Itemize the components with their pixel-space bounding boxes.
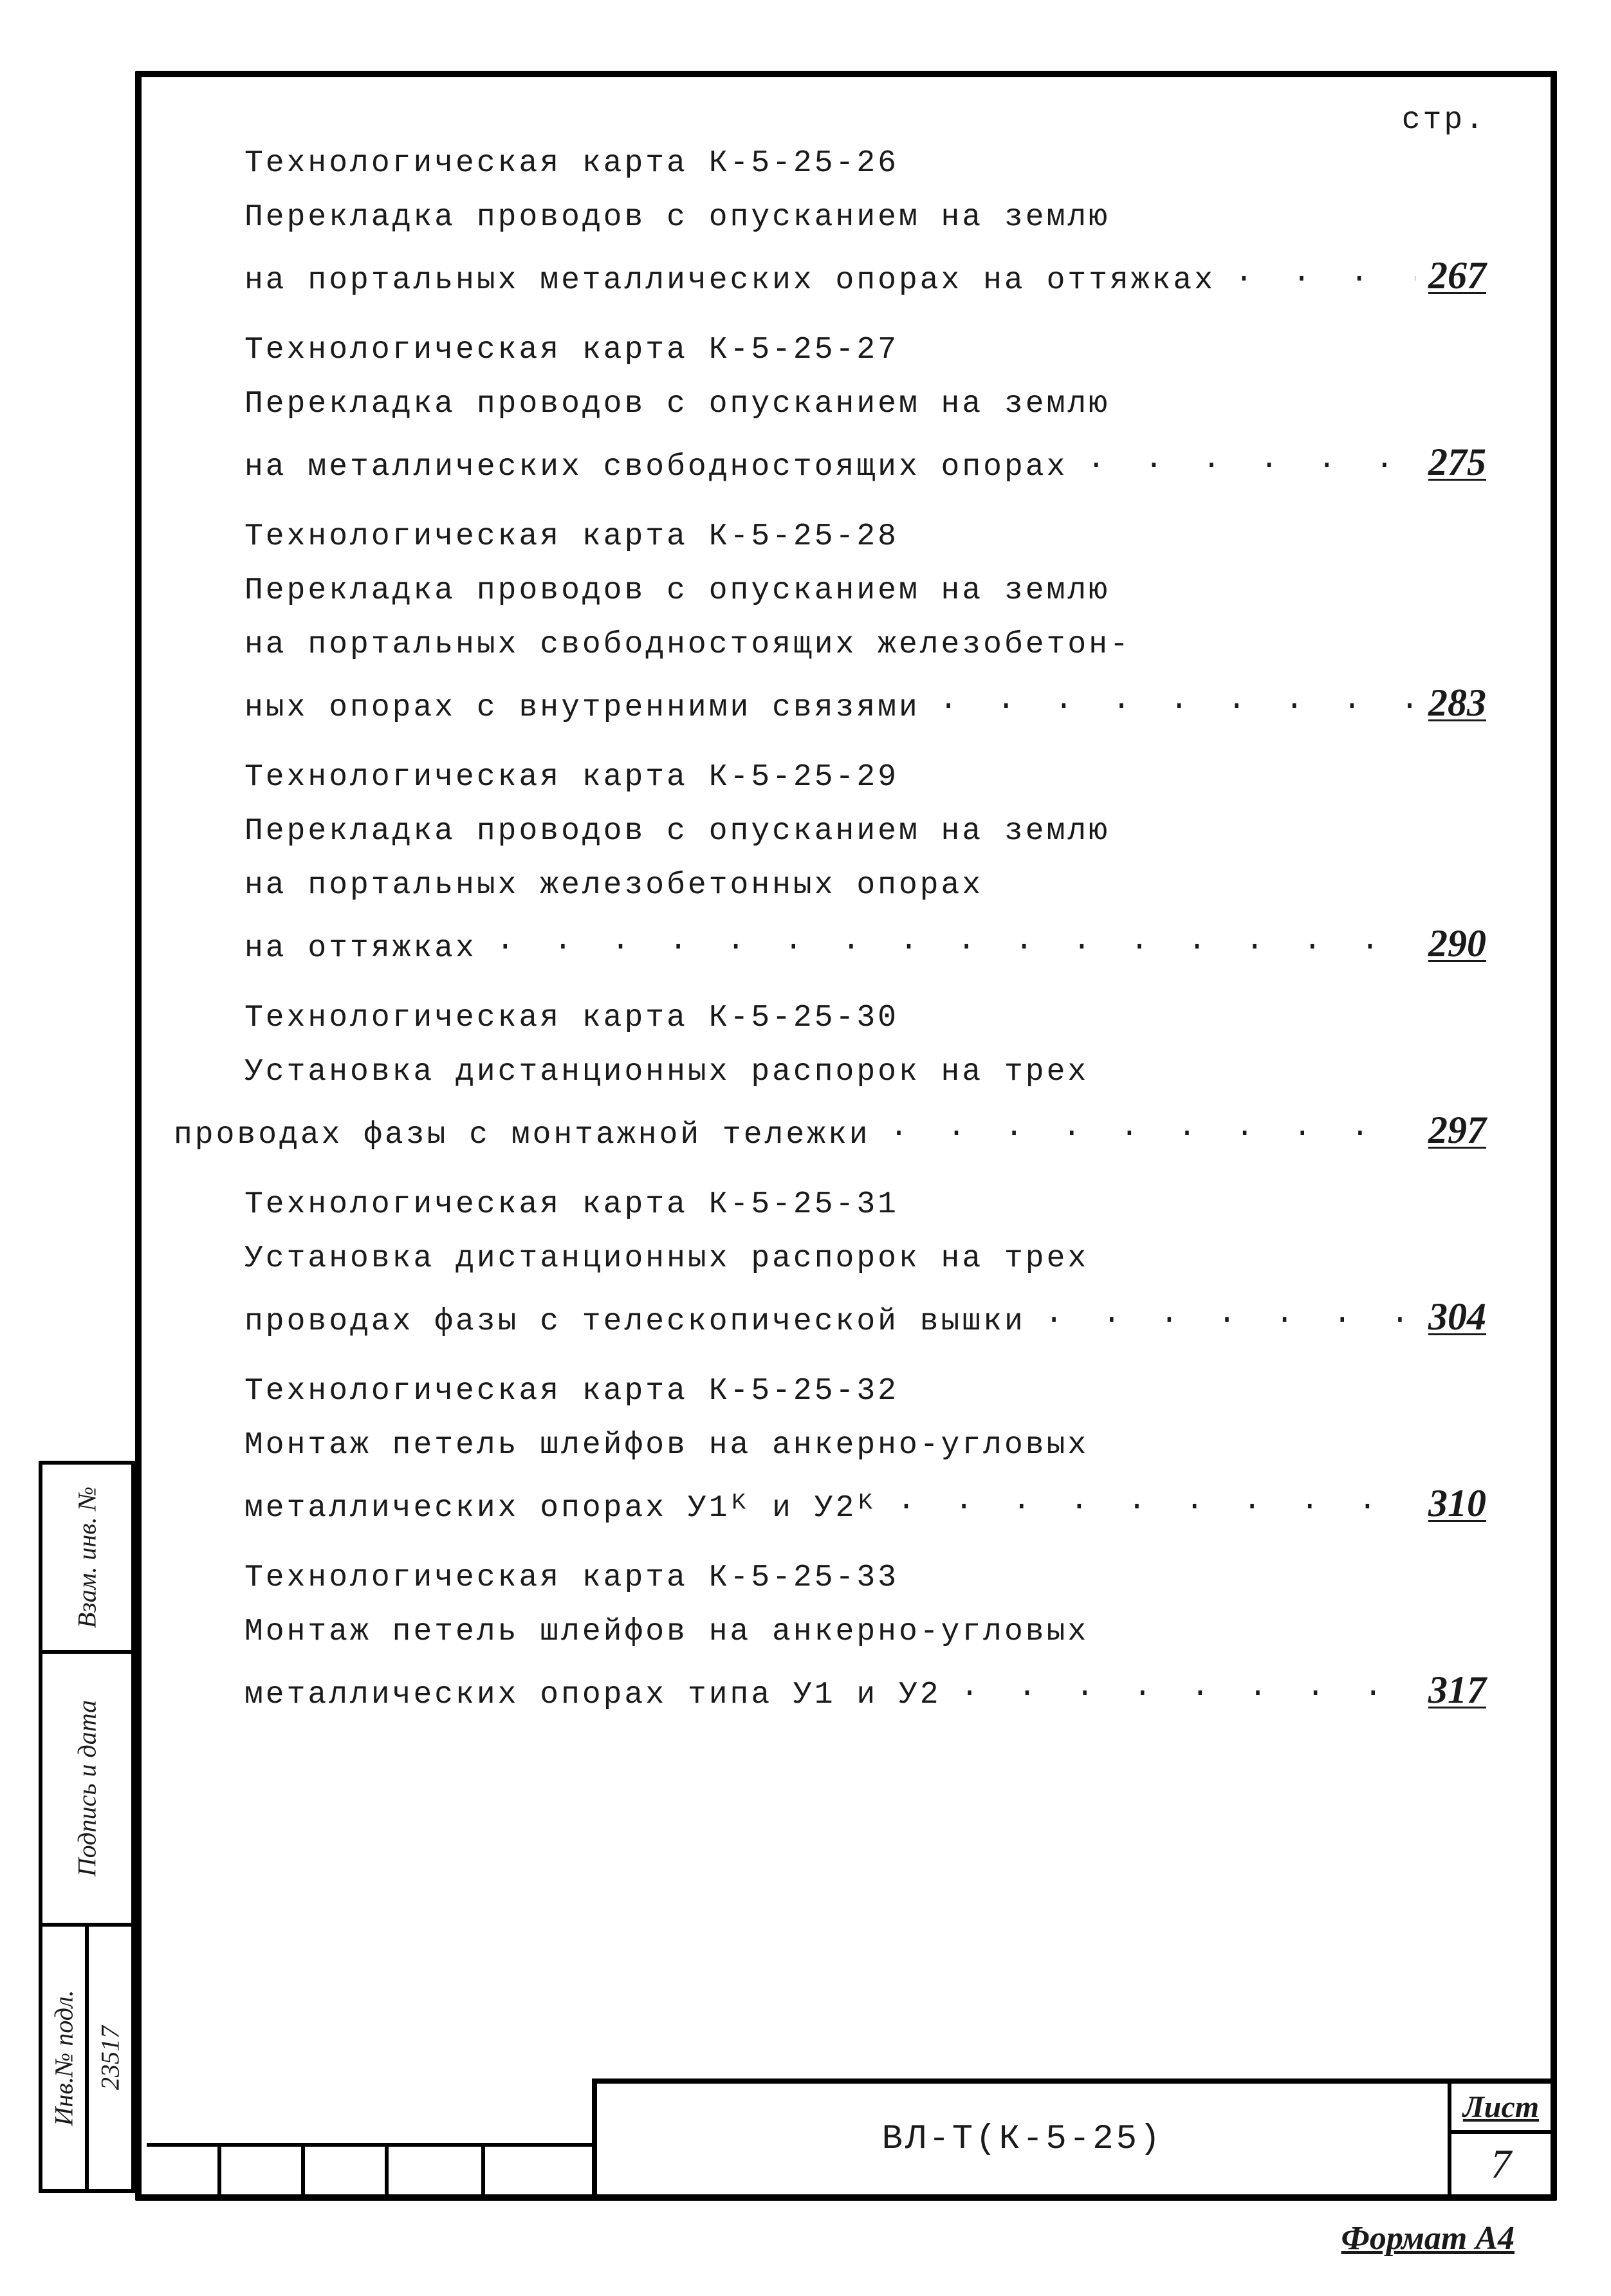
toc-entry: Технологическая карта К-5-25-30 Установк… <box>174 1003 1486 1151</box>
toc-entry-line: на металлических свободностоящих опорах <box>244 452 1067 483</box>
document-frame: стр. Технологическая карта К-5-25-26 Пер… <box>135 71 1557 2201</box>
toc-entry-line: Перекладка проводов с опусканием на земл… <box>244 575 1486 606</box>
toc-entry-line: Перекладка проводов с опусканием на земл… <box>244 389 1486 420</box>
sheet-number: 7 <box>1451 2134 1551 2194</box>
toc-entry-page: 275 <box>1415 443 1486 481</box>
toc-entry-page: 310 <box>1415 1484 1486 1523</box>
toc-entry-line: Перекладка проводов с опусканием на земл… <box>244 816 1486 847</box>
toc-entry-title: Технологическая карта К-5-25-27 <box>244 335 1486 366</box>
toc-entry: Технологическая карта К-5-25-29 Переклад… <box>244 762 1486 964</box>
margin-inv-number: 23517 <box>95 2026 125 2090</box>
toc-entry: Технологическая карта К-5-25-31 Установк… <box>244 1189 1486 1337</box>
toc-entry-line: на оттяжках <box>244 933 477 964</box>
left-margin-stamp: Взам. инв. № Подпись и дата Инв.№ подл. … <box>39 1461 135 2199</box>
toc-entry-line: на портальных свободностоящих железобето… <box>244 629 1486 660</box>
leader-dots <box>477 925 1415 956</box>
toc-entry-page: 290 <box>1415 924 1486 963</box>
toc-entry: Технологическая карта К-5-25-33 Монтаж п… <box>244 1562 1486 1710</box>
toc-entry: Технологическая карта К-5-25-26 Переклад… <box>244 148 1486 296</box>
leader-dots <box>1026 1299 1415 1329</box>
sheet-cell: Лист 7 <box>1448 2084 1551 2194</box>
toc-entry-page: 304 <box>1415 1297 1486 1336</box>
title-block: ВЛ-Т(К-5-25) Лист 7 <box>592 2078 1551 2194</box>
toc-entry-line: металлических опорах типа У1 и У2 <box>244 1680 941 1710</box>
toc-entry-line: металлических опорах У1ᴷ и У2ᴷ <box>244 1493 878 1524</box>
leader-dots <box>1067 444 1415 475</box>
toc-entry-line: на портальных железобетонных опорах <box>244 870 1486 901</box>
toc-entry-page: 317 <box>1415 1671 1486 1709</box>
leader-dots <box>1215 257 1415 288</box>
format-note: Формат А4 <box>1341 2219 1514 2257</box>
toc-entry-page: 297 <box>1415 1111 1486 1149</box>
margin-label: Взам. инв. № <box>72 1486 102 1629</box>
margin-cell-inv-replace: Взам. инв. № <box>39 1461 135 1654</box>
toc-entry: Технологическая карта К-5-25-32 Монтаж п… <box>244 1376 1486 1524</box>
margin-label: Инв.№ подл. <box>49 1990 79 2126</box>
toc-entry-title: Технологическая карта К-5-25-33 <box>244 1562 1486 1593</box>
toc-entry: Технологическая карта К-5-25-27 Переклад… <box>244 335 1486 483</box>
toc-entry-line: Установка дистанционных распорок на трех <box>244 1057 1486 1088</box>
content-area: стр. Технологическая карта К-5-25-26 Пер… <box>174 103 1525 2078</box>
toc-entry-line: проводах фазы с телескопической вышки <box>244 1306 1026 1337</box>
table-of-contents: Технологическая карта К-5-25-26 Переклад… <box>244 148 1486 1749</box>
margin-label: Подпись и дата <box>72 1700 102 1876</box>
leader-dots <box>920 685 1415 716</box>
title-block-left-stub <box>147 2143 597 2201</box>
toc-entry-title: Технологическая карта К-5-25-30 <box>244 1003 1486 1033</box>
toc-entry-line: Монтаж петель шлейфов на анкерно-угловых <box>244 1616 1486 1647</box>
toc-entry-title: Технологическая карта К-5-25-29 <box>244 762 1486 793</box>
toc-entry: Технологическая карта К-5-25-28 Переклад… <box>244 521 1486 723</box>
toc-entry-title: Технологическая карта К-5-25-26 <box>244 148 1486 179</box>
margin-cell-inv-orig: Инв.№ подл. 23517 <box>39 1923 135 2193</box>
toc-entry-page: 267 <box>1415 256 1486 295</box>
toc-entry-line: Монтаж петель шлейфов на анкерно-угловых <box>244 1430 1486 1461</box>
toc-entry-title: Технологическая карта К-5-25-28 <box>244 521 1486 552</box>
column-header-page: стр. <box>1402 103 1486 138</box>
margin-cell-sign-date: Подпись и дата <box>39 1650 135 1927</box>
toc-entry-line: ных опорах с внутренними связями <box>244 692 920 723</box>
toc-entry-title: Технологическая карта К-5-25-32 <box>244 1376 1486 1407</box>
leader-dots <box>870 1112 1415 1143</box>
toc-entry-page: 283 <box>1415 683 1486 722</box>
leader-dots <box>941 1672 1415 1703</box>
toc-entry-title: Технологическая карта К-5-25-31 <box>244 1189 1486 1220</box>
toc-entry-line: Перекладка проводов с опусканием на земл… <box>244 202 1486 233</box>
toc-entry-line: Установка дистанционных распорок на трех <box>244 1243 1486 1274</box>
sheet-label: Лист <box>1451 2084 1551 2134</box>
leader-dots <box>878 1485 1415 1516</box>
document-code: ВЛ-Т(К-5-25) <box>597 2084 1448 2194</box>
toc-entry-line: проводах фазы с монтажной тележки <box>174 1120 870 1151</box>
toc-entry-line: на портальных металлических опорах на от… <box>244 265 1215 296</box>
